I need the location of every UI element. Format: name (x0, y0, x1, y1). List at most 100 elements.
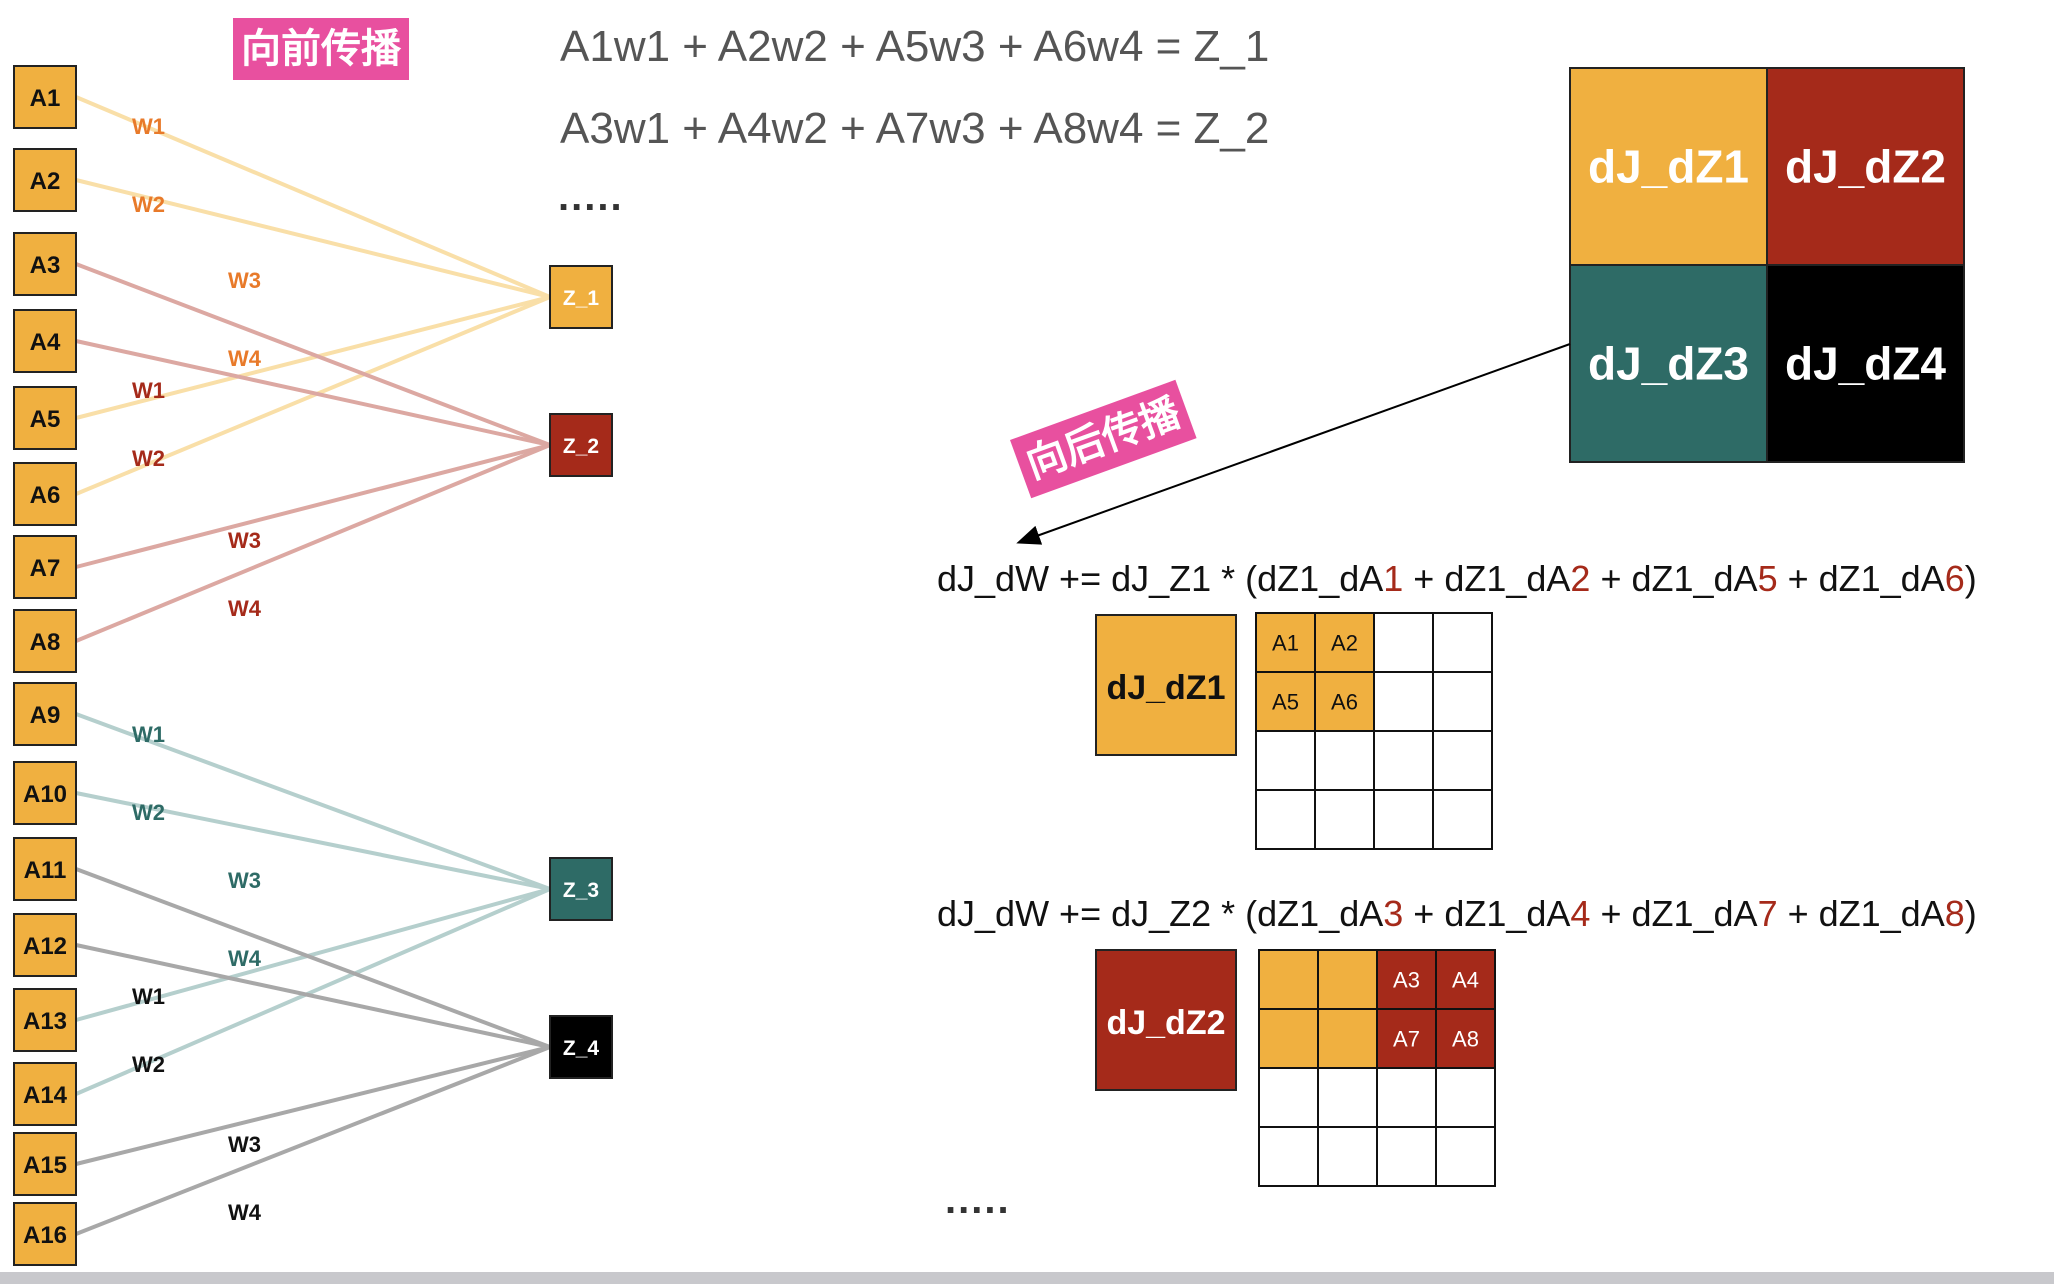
gradient-cell-dj-dz3 (1569, 264, 1768, 463)
formula-term: dZ1_dA (1818, 893, 1945, 934)
formula-term-index: 5 (1757, 558, 1778, 599)
input-node-a6 (13, 462, 77, 526)
forward-propagation-badge: 向前传播 (233, 18, 409, 80)
connection-line (75, 1045, 551, 1166)
connection-line (75, 712, 551, 891)
grid-cell (1435, 949, 1496, 1010)
grid-cell (1314, 789, 1375, 850)
forward-equation: A3w1 + A4w2 + A7w3 + A8w4 = Z_2 (560, 104, 1270, 153)
output-node-z-1 (549, 265, 613, 329)
connection-line (75, 943, 551, 1049)
formula-term: dZ1_dA (1818, 558, 1945, 599)
input-node-a1 (13, 65, 77, 129)
formula-plus: + (1403, 558, 1445, 599)
formula-gradient-block (1095, 949, 1237, 1091)
input-node-label: A7 (30, 555, 61, 582)
output-node-label: Z_4 (563, 1037, 600, 1060)
input-node-a3 (13, 232, 77, 296)
formula-prefix: dJ_dW += dJ_Z1 * ( (937, 558, 1258, 599)
connection-line (75, 443, 551, 643)
formula-plus: + (1777, 893, 1819, 934)
weight-label: W2 (132, 192, 165, 217)
output-node-z-2 (549, 413, 613, 477)
grid-cell (1255, 789, 1316, 850)
gradient-cell-dj-dz4 (1766, 264, 1965, 463)
weight-label: W3 (228, 268, 261, 293)
connection-line (75, 887, 551, 1096)
input-node-label: A3 (30, 252, 61, 279)
input-node-a14 (13, 1062, 77, 1126)
grid-cell (1373, 789, 1434, 850)
weight-label: W4 (228, 946, 262, 971)
weight-label: W3 (228, 868, 261, 893)
formula-term-index: 3 (1383, 893, 1404, 934)
grid-cell (1258, 1008, 1319, 1069)
formula-plus: + (1777, 558, 1819, 599)
connection-line (75, 262, 551, 447)
weight-labels: W1 W2 W3 W4 W1 W2 W3 W4 W1 W2 W3 W4 W1 W2 W3 W4 (132, 114, 262, 1225)
gradient-cell-label: dJ_dZ1 (1588, 141, 1749, 193)
grid-cell-label: A4 (1452, 968, 1479, 993)
grid-cell (1258, 1067, 1319, 1128)
grid-cell-label: A7 (1393, 1027, 1420, 1052)
output-node-label: Z_2 (563, 435, 599, 458)
input-node-a11 (13, 837, 77, 901)
input-node-label: A8 (30, 629, 61, 656)
input-node-label: A15 (23, 1152, 67, 1179)
output-node-z-3 (549, 857, 613, 921)
formula-term-index: 4 (1570, 893, 1591, 934)
formula-term: dZ1_dA (1257, 893, 1384, 934)
backward-ellipsis: ..... (945, 1178, 1011, 1222)
grid-cell (1373, 671, 1434, 732)
connection-lines (75, 95, 551, 1236)
backprop-arrow (1016, 343, 1571, 545)
grid-cell (1432, 789, 1493, 850)
weight-label: W4 (228, 1200, 262, 1225)
grid-cell-label: A6 (1331, 690, 1358, 715)
weight-label: W1 (132, 722, 165, 747)
grid-cell (1317, 949, 1378, 1010)
input-node-label: A10 (23, 781, 67, 808)
input-node-a8 (13, 609, 77, 673)
input-node-a7 (13, 535, 77, 599)
formula-term: dZ1_dA (1631, 558, 1758, 599)
formula-plus: + (1590, 558, 1632, 599)
output-nodes: Z_1 Z_2 Z_3 Z_4 (549, 265, 613, 1079)
formula-term-index: 7 (1757, 893, 1778, 934)
formula-suffix: ) (1964, 893, 1977, 934)
gradient-formula: dJ_dW += dJ_Z2 * (dZ1_dA3 + dZ1_dA4 + dZ… (937, 893, 1977, 935)
connection-line (75, 178, 551, 299)
input-node-label: A6 (30, 482, 61, 509)
grid-cell-label: A5 (1272, 690, 1299, 715)
grid-cell (1314, 730, 1375, 791)
gradient-cell-label: dJ_dZ2 (1785, 141, 1946, 193)
bottom-bar (0, 1272, 2054, 1284)
input-node-a13 (13, 988, 77, 1052)
grid-cell (1258, 1126, 1319, 1187)
forward-ellipsis: ..... (558, 175, 624, 219)
weight-label: W1 (132, 114, 165, 139)
weight-label: W3 (228, 528, 261, 553)
grid-cell-label: A1 (1272, 631, 1299, 656)
formula-prefix: dJ_dW += dJ_Z2 * ( (937, 893, 1258, 934)
formula-gradient-block-label: dJ_dZ1 (1106, 669, 1225, 707)
formula-plus: + (1590, 893, 1632, 934)
input-node-label: A13 (23, 1008, 67, 1035)
weight-label: W1 (132, 984, 165, 1009)
formula-gradient-block-label: dJ_dZ2 (1106, 1004, 1225, 1042)
weight-label: W2 (132, 800, 165, 825)
weight-label: W1 (132, 378, 165, 403)
grid-cell-label: A3 (1393, 968, 1420, 993)
input-node-label: A14 (23, 1082, 68, 1109)
input-node-a9 (13, 682, 77, 746)
gradient-grid: dJ_dZ1 dJ_dZ2 dJ_dZ3 dJ_dZ4 (1569, 67, 1965, 463)
grid-cell (1255, 671, 1316, 732)
formula-plus: + (1403, 893, 1445, 934)
connection-line (75, 295, 551, 496)
gradient-formula: dJ_dW += dJ_Z1 * (dZ1_dA1 + dZ1_dA2 + dZ… (937, 558, 1977, 600)
input-node-a2 (13, 148, 77, 212)
input-node-a12 (13, 913, 77, 977)
forward-equation: A1w1 + A2w2 + A5w3 + A6w4 = Z_1 (560, 22, 1270, 71)
